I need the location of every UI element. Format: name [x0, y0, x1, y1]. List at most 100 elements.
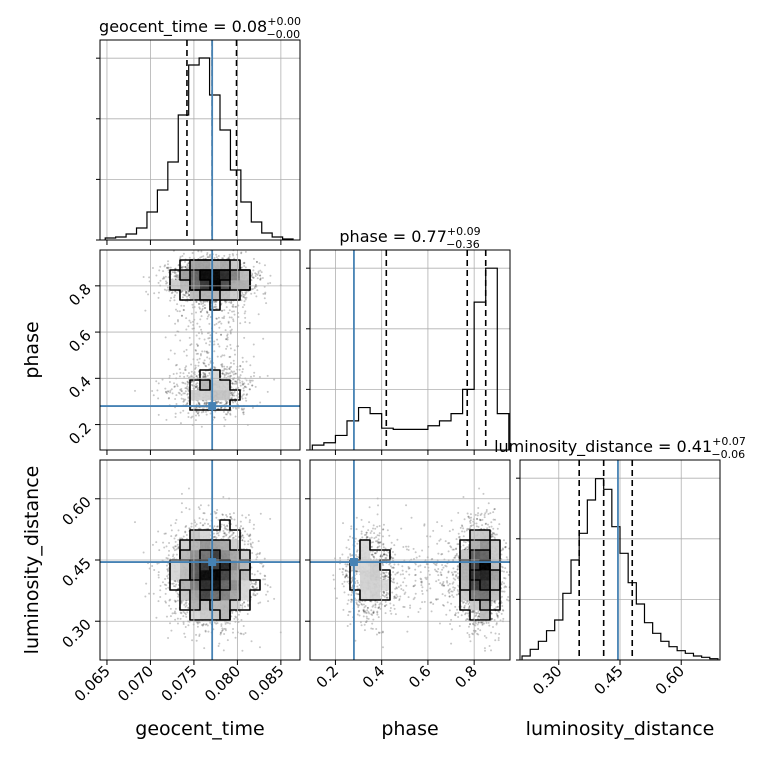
- sample-point: [259, 401, 261, 403]
- sample-point: [183, 309, 185, 311]
- sample-point: [216, 318, 218, 320]
- scatter-geocent_time-luminosity_distance: [134, 488, 282, 652]
- sample-point: [238, 407, 240, 409]
- sample-point: [187, 416, 189, 418]
- sample-point: [221, 402, 223, 404]
- sample-point: [174, 275, 176, 277]
- sample-point: [185, 291, 187, 293]
- sample-point: [227, 333, 229, 335]
- density-cell: [200, 270, 210, 280]
- sample-point: [196, 523, 198, 525]
- density-cell: [220, 380, 230, 390]
- sample-point: [196, 385, 198, 387]
- sample-point: [233, 310, 235, 312]
- sample-point: [190, 321, 192, 323]
- sample-point: [191, 376, 193, 378]
- sample-point: [187, 375, 189, 377]
- sample-point: [253, 528, 255, 530]
- sample-point: [186, 296, 188, 298]
- density-cell: [200, 280, 210, 290]
- sample-point: [174, 385, 176, 387]
- sample-point: [243, 633, 245, 635]
- sample-point: [173, 299, 175, 301]
- sample-point: [183, 305, 185, 307]
- density-cell: [190, 280, 200, 290]
- sample-point: [204, 338, 206, 340]
- sample-point: [173, 538, 175, 540]
- sample-point: [183, 604, 185, 606]
- sample-point: [251, 384, 253, 386]
- histogram-bin: [324, 443, 336, 450]
- sample-point: [181, 255, 183, 257]
- sample-point: [157, 397, 159, 399]
- sample-point: [257, 277, 259, 279]
- histogram-phase: [312, 268, 509, 450]
- sample-point: [202, 255, 204, 257]
- sample-point: [192, 252, 194, 254]
- sample-point: [215, 254, 217, 256]
- sample-point: [208, 344, 210, 346]
- sample-point: [242, 357, 244, 359]
- sample-point: [184, 383, 186, 385]
- sample-point: [188, 372, 190, 374]
- density-cell: [180, 270, 190, 280]
- sample-point: [245, 251, 247, 253]
- sample-point: [195, 634, 197, 636]
- sample-point: [253, 372, 255, 374]
- sample-point: [170, 608, 172, 610]
- sample-point: [195, 383, 197, 385]
- sample-point: [172, 612, 174, 614]
- sample-point: [182, 392, 184, 394]
- sample-point: [254, 272, 256, 274]
- sample-point: [181, 394, 183, 396]
- sample-point: [196, 359, 198, 361]
- sample-point: [171, 529, 173, 531]
- sample-point: [172, 271, 174, 273]
- sample-point: [167, 263, 169, 265]
- sample-point: [218, 645, 220, 647]
- histogram-bin: [347, 421, 359, 450]
- sample-point: [232, 628, 234, 630]
- sample-point: [177, 320, 179, 322]
- sample-point: [243, 265, 245, 267]
- sample-point: [165, 419, 167, 421]
- sample-point: [242, 383, 244, 385]
- sample-point: [158, 282, 160, 284]
- sample-point: [228, 321, 230, 323]
- sample-point: [185, 369, 187, 371]
- sample-point: [244, 312, 246, 314]
- sample-point: [243, 262, 245, 264]
- sample-point: [258, 313, 260, 315]
- sample-point: [198, 338, 200, 340]
- density-cell: [230, 270, 240, 280]
- sample-point: [166, 282, 168, 284]
- histogram-bin: [661, 641, 669, 660]
- title-phase: phase = 0.77+0.09−0.36: [339, 225, 480, 251]
- histogram-bin: [157, 190, 167, 240]
- sample-point: [209, 358, 211, 360]
- sample-point: [170, 630, 172, 632]
- sample-point: [175, 519, 177, 521]
- sample-point: [186, 394, 188, 396]
- sample-point: [233, 392, 235, 394]
- sample-point: [197, 412, 199, 414]
- sample-point: [250, 380, 252, 382]
- sample-point: [168, 315, 170, 317]
- sample-point: [195, 350, 197, 352]
- sample-point: [228, 301, 230, 303]
- sample-point: [183, 623, 185, 625]
- sample-point: [198, 506, 200, 508]
- sample-point: [230, 333, 232, 335]
- sample-point: [264, 575, 266, 577]
- sample-point: [174, 294, 176, 296]
- sample-point: [175, 394, 177, 396]
- sample-point: [253, 375, 255, 377]
- sample-point: [204, 374, 206, 376]
- sample-point: [234, 383, 236, 385]
- sample-point: [260, 277, 262, 279]
- sample-point: [198, 303, 200, 305]
- sample-point: [180, 422, 182, 424]
- sample-point: [179, 339, 181, 341]
- sample-point: [196, 335, 198, 337]
- sample-point: [241, 539, 243, 541]
